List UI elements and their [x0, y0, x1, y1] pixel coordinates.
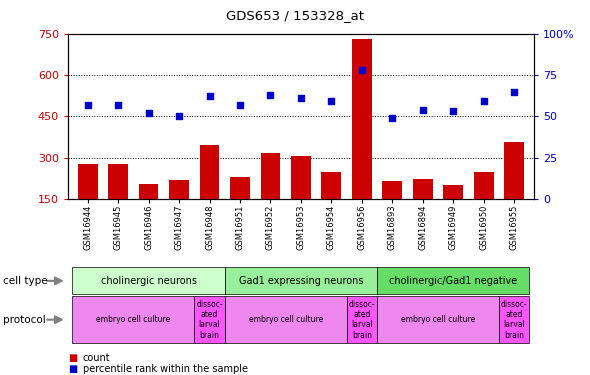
Point [296, 95, 306, 101]
Text: cholinergic/Gad1 negative: cholinergic/Gad1 negative [389, 276, 517, 286]
Point [479, 98, 489, 104]
Text: embryo cell culture: embryo cell culture [248, 315, 323, 324]
Bar [199, 145, 219, 240]
Bar [474, 172, 494, 240]
Bar [413, 179, 432, 240]
Text: embryo cell culture: embryo cell culture [96, 315, 171, 324]
Bar [322, 172, 341, 240]
Text: GDS653 / 153328_at: GDS653 / 153328_at [226, 9, 364, 22]
Bar [504, 142, 524, 240]
Text: embryo cell culture: embryo cell culture [401, 315, 475, 324]
Text: protocol: protocol [3, 315, 45, 325]
Point [235, 102, 245, 108]
Point [357, 67, 366, 73]
Point [83, 102, 93, 108]
Point [388, 115, 397, 121]
Bar [108, 164, 128, 240]
Point [418, 106, 428, 112]
Point [448, 108, 458, 114]
Bar [352, 39, 372, 240]
Bar [382, 181, 402, 240]
Bar [230, 177, 250, 240]
Point [144, 110, 153, 116]
Text: ■: ■ [68, 364, 77, 374]
Bar [139, 184, 159, 240]
Bar [169, 180, 189, 240]
Point [266, 92, 275, 98]
Point [205, 93, 214, 99]
Text: count: count [83, 353, 110, 363]
Bar [443, 185, 463, 240]
Text: Gad1 expressing neurons: Gad1 expressing neurons [238, 276, 363, 286]
Text: dissoc-
ated
larval
brain: dissoc- ated larval brain [196, 300, 223, 340]
Text: percentile rank within the sample: percentile rank within the sample [83, 364, 248, 374]
Point [113, 102, 123, 108]
Point [327, 98, 336, 104]
Bar [261, 153, 280, 240]
Text: cell type: cell type [3, 276, 48, 286]
Point [174, 113, 183, 119]
Bar [291, 156, 311, 240]
Point [509, 88, 519, 94]
Text: cholinergic neurons: cholinergic neurons [100, 276, 196, 286]
Bar [78, 164, 97, 240]
Text: ■: ■ [68, 353, 77, 363]
Text: dissoc-
ated
larval
brain: dissoc- ated larval brain [349, 300, 375, 340]
Text: dissoc-
ated
larval
brain: dissoc- ated larval brain [501, 300, 527, 340]
